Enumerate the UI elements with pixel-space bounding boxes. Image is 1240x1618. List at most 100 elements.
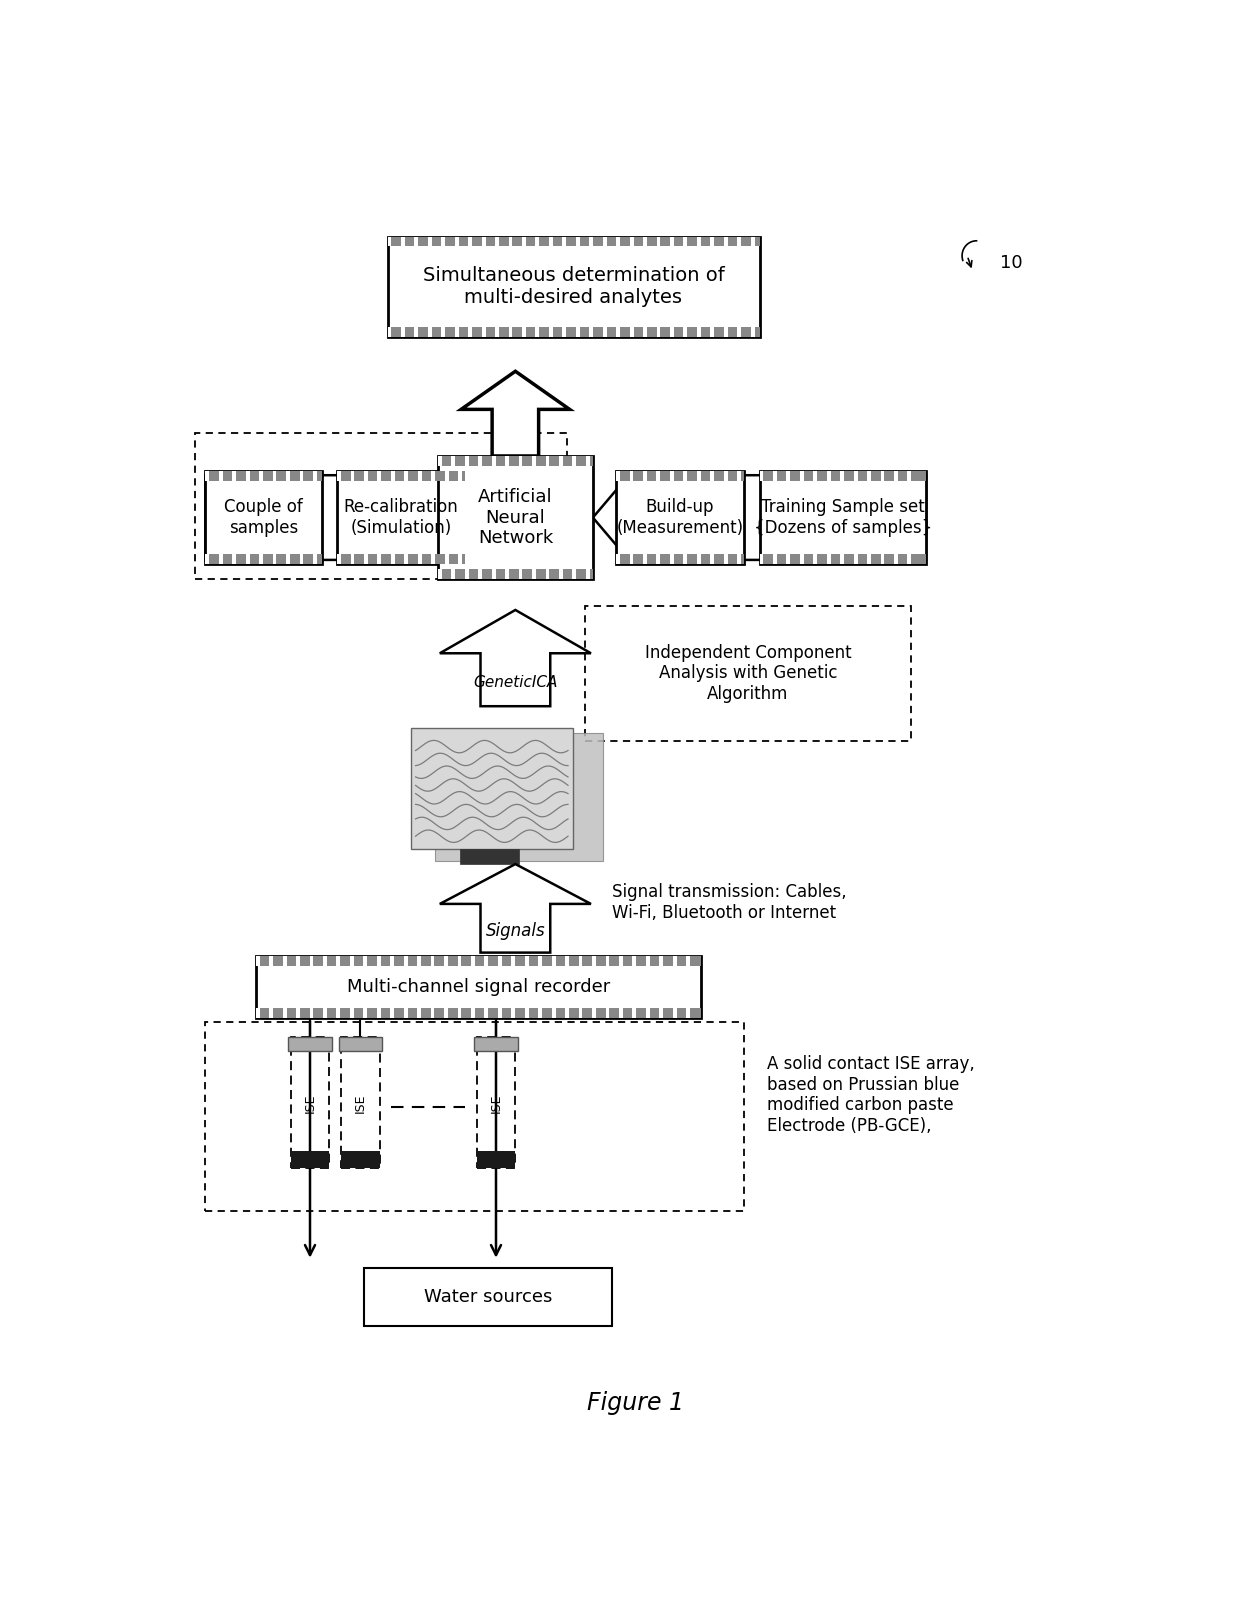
- Bar: [255, 956, 702, 1018]
- Bar: [880, 553, 884, 563]
- Bar: [432, 471, 435, 481]
- Text: A solid contact ISE array,
based on Prussian blue
modified carbon paste
Electrod: A solid contact ISE array, based on Prus…: [768, 1055, 975, 1136]
- Bar: [632, 956, 636, 966]
- Bar: [296, 1008, 300, 1018]
- Bar: [232, 471, 236, 481]
- Bar: [552, 956, 556, 966]
- Bar: [476, 1037, 516, 1168]
- Bar: [300, 471, 304, 481]
- Bar: [445, 471, 449, 481]
- Bar: [697, 471, 701, 481]
- Bar: [683, 553, 687, 563]
- Bar: [337, 471, 465, 481]
- Bar: [630, 553, 634, 563]
- Bar: [255, 956, 259, 966]
- Bar: [445, 553, 449, 563]
- Bar: [269, 956, 273, 966]
- Bar: [646, 1008, 650, 1018]
- Bar: [593, 956, 596, 966]
- Bar: [750, 327, 755, 337]
- Bar: [549, 327, 553, 337]
- Bar: [683, 471, 687, 481]
- Text: Water sources: Water sources: [424, 1288, 553, 1306]
- Bar: [538, 956, 542, 966]
- Bar: [724, 236, 728, 246]
- Bar: [246, 471, 249, 481]
- Bar: [458, 956, 461, 966]
- Bar: [350, 956, 353, 966]
- Bar: [206, 471, 321, 481]
- Bar: [579, 1008, 583, 1018]
- Bar: [660, 1008, 663, 1018]
- Bar: [300, 553, 304, 563]
- Bar: [738, 327, 742, 337]
- Bar: [565, 1008, 569, 1018]
- Bar: [573, 570, 577, 579]
- Bar: [337, 471, 341, 481]
- Bar: [894, 471, 898, 481]
- Bar: [786, 553, 790, 563]
- Text: Figure 1: Figure 1: [587, 1391, 684, 1416]
- Text: Signals: Signals: [486, 922, 546, 940]
- Bar: [616, 471, 620, 481]
- Bar: [511, 956, 516, 966]
- Text: Training Sample set
{Dozens of samples}: Training Sample set {Dozens of samples}: [754, 498, 932, 537]
- Bar: [616, 236, 620, 246]
- Text: Signal transmission: Cables,
Wi-Fi, Bluetooth or Internet: Signal transmission: Cables, Wi-Fi, Blue…: [613, 883, 847, 922]
- Bar: [559, 570, 563, 579]
- Text: GeneticICA: GeneticICA: [474, 675, 558, 689]
- Bar: [563, 327, 567, 337]
- Bar: [218, 471, 223, 481]
- Bar: [498, 956, 502, 966]
- Bar: [894, 553, 898, 563]
- Bar: [471, 956, 475, 966]
- Bar: [536, 236, 539, 246]
- Bar: [670, 471, 673, 481]
- Bar: [773, 553, 776, 563]
- Bar: [283, 956, 286, 966]
- Bar: [605, 956, 609, 966]
- Bar: [630, 327, 634, 337]
- Bar: [908, 471, 911, 481]
- Bar: [206, 1023, 744, 1210]
- Bar: [867, 553, 870, 563]
- Bar: [773, 471, 776, 481]
- Bar: [522, 236, 526, 246]
- Text: ISE: ISE: [490, 1094, 502, 1113]
- Bar: [738, 236, 742, 246]
- Bar: [455, 327, 459, 337]
- Bar: [401, 327, 404, 337]
- Bar: [546, 456, 549, 466]
- Bar: [630, 236, 634, 246]
- Bar: [414, 327, 418, 337]
- Bar: [432, 553, 435, 563]
- Bar: [711, 236, 714, 246]
- Bar: [711, 553, 714, 563]
- Bar: [206, 553, 210, 563]
- Bar: [337, 471, 465, 563]
- Bar: [401, 236, 404, 246]
- Bar: [391, 471, 394, 481]
- Bar: [536, 327, 539, 337]
- Bar: [428, 327, 432, 337]
- Bar: [387, 236, 759, 337]
- Text: ISE: ISE: [353, 1094, 367, 1113]
- Bar: [670, 236, 673, 246]
- Bar: [481, 236, 486, 246]
- Bar: [206, 553, 321, 563]
- Bar: [670, 327, 673, 337]
- Bar: [273, 553, 277, 563]
- Bar: [585, 570, 590, 579]
- Bar: [430, 1008, 434, 1018]
- Polygon shape: [206, 476, 438, 560]
- Bar: [435, 733, 603, 861]
- Bar: [759, 471, 926, 481]
- Bar: [377, 553, 382, 563]
- Bar: [656, 471, 661, 481]
- Bar: [750, 236, 755, 246]
- Bar: [387, 327, 759, 337]
- Bar: [673, 956, 677, 966]
- Bar: [485, 1008, 489, 1018]
- Bar: [546, 570, 549, 579]
- Bar: [552, 1008, 556, 1018]
